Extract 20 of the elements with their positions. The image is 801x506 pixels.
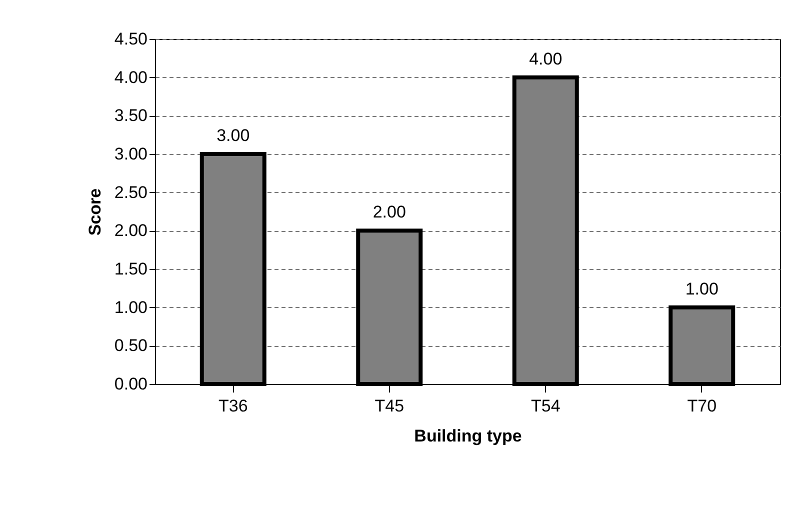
x-tick-label: T54 <box>530 396 560 416</box>
y-tick-label: 4.50 <box>114 30 148 48</box>
y-tick-label: 3.00 <box>114 144 148 164</box>
data-label: 1.00 <box>685 279 718 298</box>
y-tick-label: 1.00 <box>114 298 148 317</box>
x-tick-label: T36 <box>218 396 248 416</box>
data-label: 2.00 <box>372 202 406 222</box>
data-label: 3.00 <box>216 126 250 145</box>
data-label: 4.00 <box>529 49 562 68</box>
y-tick-label: 4.00 <box>114 68 148 87</box>
y-tick-label: 1.50 <box>114 260 148 278</box>
y-tick-label: 0.00 <box>114 374 148 394</box>
y-axis-title: Score <box>85 188 104 236</box>
y-tick-label: 2.00 <box>114 221 148 240</box>
x-tick-label: T45 <box>374 396 404 416</box>
x-tick-label: T70 <box>687 396 717 416</box>
y-tick-label: 3.50 <box>114 106 148 126</box>
x-axis-title: Building type <box>414 426 522 446</box>
y-tick-label: 2.50 <box>114 182 148 202</box>
y-tick-label: 0.50 <box>114 336 148 356</box>
